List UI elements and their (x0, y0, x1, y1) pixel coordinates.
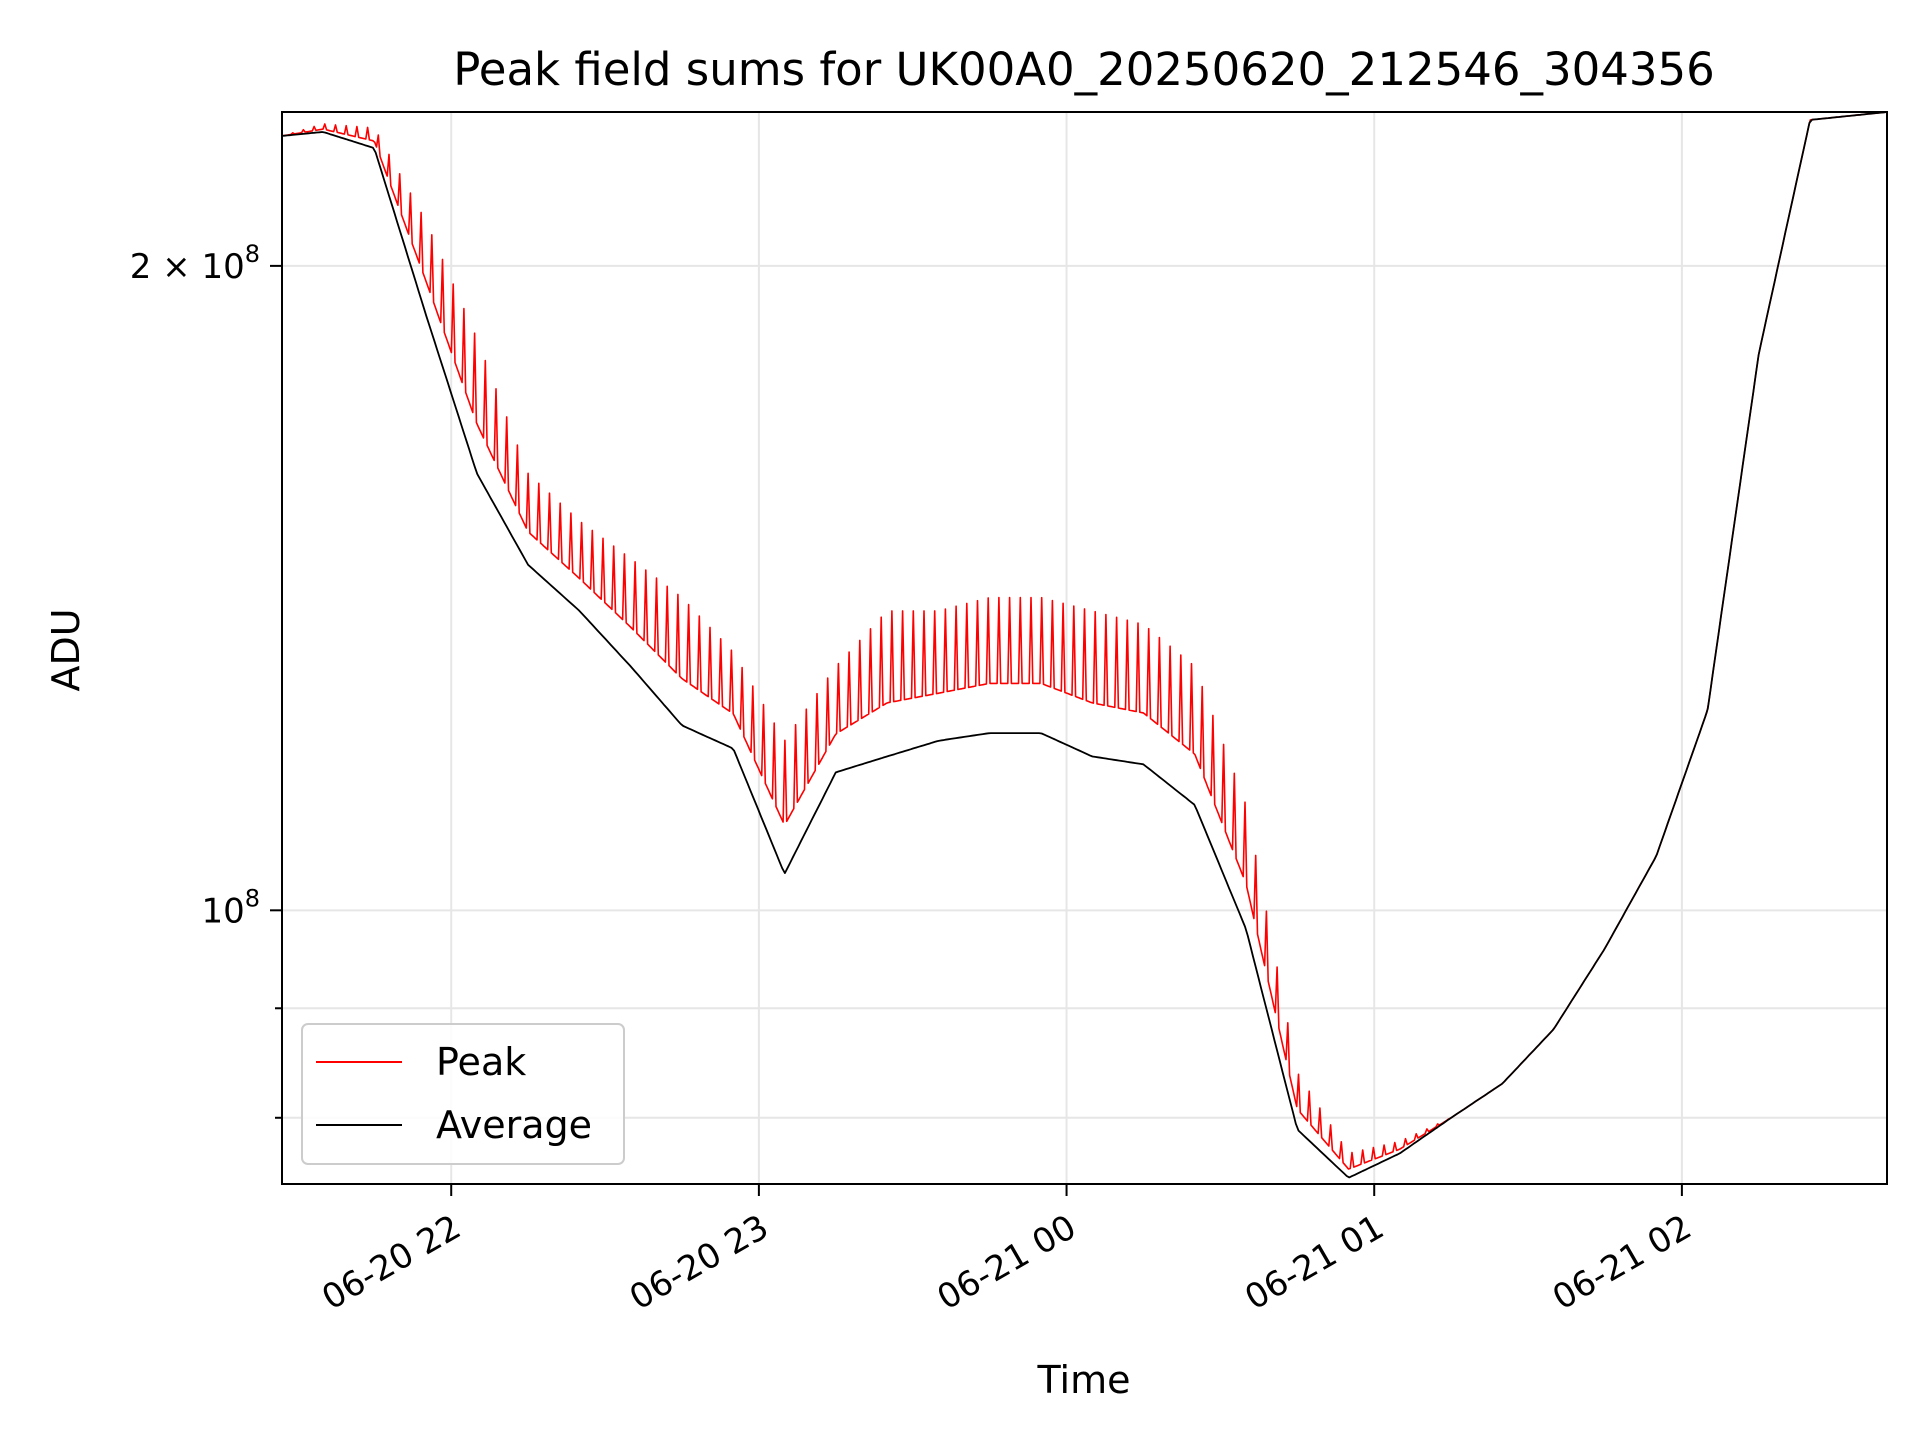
y-tick-label: 2 × 108 (130, 240, 260, 287)
legend-box (301, 1023, 625, 1165)
y-axis: 2 × 108 108 (130, 240, 282, 1119)
plot-frame (281, 111, 1888, 1185)
grid (282, 112, 1887, 1184)
legend: Peak Average (301, 1023, 625, 1165)
x-axis-label: Time (1037, 1358, 1131, 1402)
legend-label: Peak (436, 1040, 526, 1084)
series-layer (281, 111, 1888, 1179)
y-axis-label: ADU (44, 608, 88, 691)
chart-title: Peak field sums for UK00A0_20250620_2125… (453, 43, 1715, 96)
y-tick-label: 108 (201, 884, 260, 931)
series-line-average (281, 111, 1888, 1179)
legend-label: Average (436, 1103, 592, 1147)
